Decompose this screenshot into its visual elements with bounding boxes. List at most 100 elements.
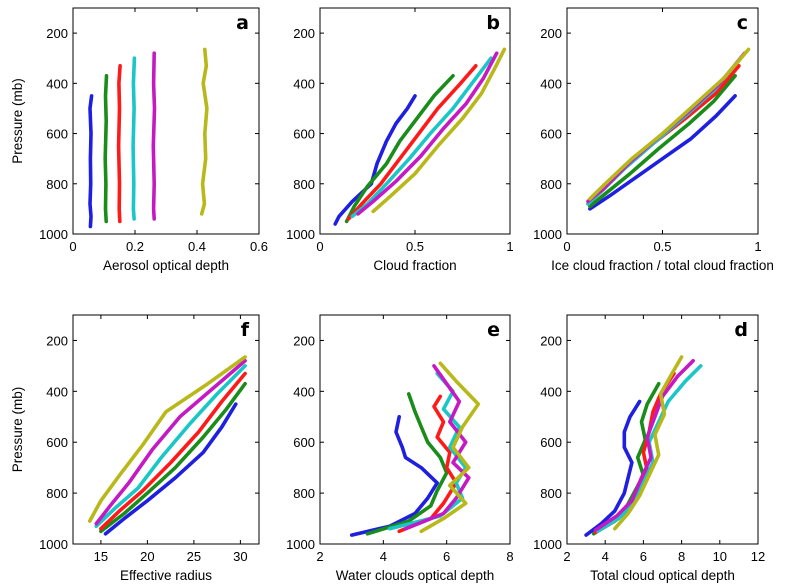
series-line-5 xyxy=(356,51,499,216)
plot-frame xyxy=(72,7,260,235)
y-tick-label: 400 xyxy=(293,384,315,399)
x-axis-label: Water clouds optical depth xyxy=(336,568,495,583)
series-line-3 xyxy=(397,394,459,534)
plot-frame xyxy=(566,314,759,545)
x-tick-label: 2 xyxy=(316,549,323,564)
x-tick-label: 20 xyxy=(140,549,154,564)
x-tick-label: 25 xyxy=(187,549,201,564)
panel-d: 2 4 6 8 10 12 200 400 600 800 1000 Total cloud opti… xyxy=(533,314,765,583)
series-line-4 xyxy=(350,56,493,219)
y-tick-label: 400 xyxy=(540,384,562,399)
plot-frame xyxy=(319,314,511,545)
x-tick-label: 1 xyxy=(506,239,513,254)
x-tick-label: 4 xyxy=(602,549,609,564)
x-tick-label: 10 xyxy=(713,549,727,564)
y-tick-label: 800 xyxy=(540,486,562,501)
y-tick-label: 200 xyxy=(540,333,562,348)
series-line-6 xyxy=(419,361,481,534)
x-axis-label: Effective radius xyxy=(120,568,212,583)
series-line-2 xyxy=(344,74,455,224)
series-line-2 xyxy=(588,74,737,209)
panel-letter: b xyxy=(486,12,500,34)
x-tick-label: 30 xyxy=(233,549,247,564)
panel-a: 0 0.2 0.4 0.6 200 400 600 800 1000 Aerosol optica… xyxy=(10,7,268,273)
y-tick-label: 200 xyxy=(293,26,315,41)
series-line-3 xyxy=(116,64,122,224)
series-line-5 xyxy=(593,358,695,532)
x-tick-label: 0.6 xyxy=(250,239,268,254)
plot-frame xyxy=(72,314,260,545)
x-tick-label: 4 xyxy=(380,549,387,564)
x-tick-label: 8 xyxy=(506,549,513,564)
series-line-1 xyxy=(349,414,440,537)
y-tick-label: 600 xyxy=(540,127,562,142)
series-line-1 xyxy=(333,94,417,226)
y-tick-label: 200 xyxy=(46,333,68,348)
y-tick-label: 1000 xyxy=(286,537,315,552)
x-tick-label: 0.5 xyxy=(653,239,671,254)
y-tick-label: 1000 xyxy=(533,227,562,242)
y-tick-label: 400 xyxy=(293,76,315,91)
series-line-6 xyxy=(371,47,507,214)
y-tick-label: 600 xyxy=(46,127,68,142)
series-line-5 xyxy=(94,358,247,526)
y-tick-label: 1000 xyxy=(39,227,68,242)
series-line-6 xyxy=(612,355,684,531)
panel-e: 2 4 6 8 200 400 600 800 1000 Water clouds optical… xyxy=(286,314,514,583)
series-line-5 xyxy=(403,364,471,531)
y-tick-label: 800 xyxy=(293,177,315,192)
series-line-5 xyxy=(151,51,157,221)
panel-c: 0 0.5 1 200 400 600 800 1000 Ice cloud fraction … xyxy=(533,7,774,273)
x-axis-label: Aerosol optical depth xyxy=(103,258,229,273)
series-line-6 xyxy=(87,355,247,523)
series-line-1 xyxy=(588,94,737,211)
panel-letter: d xyxy=(734,319,748,341)
y-tick-label: 1000 xyxy=(286,227,315,242)
y-tick-label: 600 xyxy=(540,435,562,450)
x-tick-label: 8 xyxy=(678,549,685,564)
y-tick-label: 600 xyxy=(46,435,68,450)
series-line-2 xyxy=(103,74,109,224)
panel-letter: a xyxy=(236,12,249,34)
series-line-3 xyxy=(346,64,478,221)
y-tick-label: 800 xyxy=(46,177,68,192)
x-tick-label: 0 xyxy=(69,239,76,254)
x-tick-label: 0 xyxy=(316,239,323,254)
x-axis-label: Cloud fraction xyxy=(373,258,456,273)
series-line-6 xyxy=(588,47,751,201)
panel-f: 15 20 25 30 200 400 600 800 1000 Effective radius… xyxy=(10,314,260,583)
panel-letter: e xyxy=(487,319,500,341)
y-tick-label: 200 xyxy=(293,333,315,348)
y-tick-label: 800 xyxy=(293,486,315,501)
panel-letter: f xyxy=(241,319,250,341)
y-tick-label: 800 xyxy=(540,177,562,192)
y-tick-label: 600 xyxy=(293,435,315,450)
y-tick-label: 200 xyxy=(540,26,562,41)
series-line-6 xyxy=(199,47,209,216)
y-tick-label: 800 xyxy=(46,486,68,501)
x-tick-label: 2 xyxy=(563,549,570,564)
x-tick-label: 12 xyxy=(751,549,765,564)
y-axis-label: Pressure (mb) xyxy=(10,78,25,164)
x-axis-label: Ice cloud fraction / total cloud fractio… xyxy=(551,258,774,273)
x-tick-label: 0 xyxy=(563,239,570,254)
y-tick-label: 600 xyxy=(293,127,315,142)
x-tick-label: 6 xyxy=(640,549,647,564)
y-tick-label: 400 xyxy=(46,384,68,399)
y-tick-label: 400 xyxy=(46,76,68,91)
y-tick-label: 1000 xyxy=(39,537,68,552)
x-tick-label: 6 xyxy=(443,549,450,564)
series-line-1 xyxy=(103,402,238,536)
series-line-1 xyxy=(88,94,94,229)
y-tick-label: 400 xyxy=(540,76,562,91)
x-tick-label: 0.2 xyxy=(126,239,144,254)
series-line-2 xyxy=(365,392,449,536)
panel-b: 0 0.5 1 200 400 600 800 1000 Cloud fraction b xyxy=(286,7,514,273)
series-line-4 xyxy=(131,56,137,221)
y-tick-label: 1000 xyxy=(533,537,562,552)
y-axis-label: Pressure (mb) xyxy=(10,387,25,473)
series-line-1 xyxy=(584,399,642,537)
x-tick-label: 0.5 xyxy=(406,239,424,254)
